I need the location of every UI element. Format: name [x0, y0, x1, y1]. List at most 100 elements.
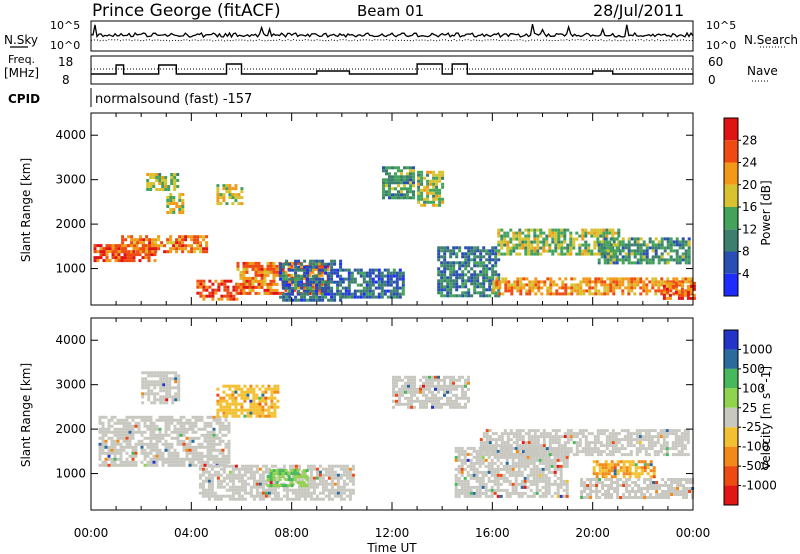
- power-cell: [449, 261, 453, 265]
- velocity-cell: [512, 435, 516, 439]
- power-cell: [394, 175, 397, 179]
- velocity-cell: [110, 445, 114, 449]
- power-cell: [371, 292, 375, 296]
- velocity-cell: [557, 447, 561, 451]
- velocity-cell: [264, 408, 268, 412]
- power-cell: [692, 287, 696, 291]
- power-cell: [603, 283, 607, 287]
- velocity-cell: [559, 464, 563, 468]
- velocity-cell: [472, 455, 476, 459]
- velocity-cell: [628, 490, 632, 493]
- velocity-cell: [209, 445, 213, 449]
- velocity-cell: [635, 435, 639, 439]
- velocity-cell: [342, 482, 346, 486]
- velocity-cell: [237, 387, 241, 391]
- velocity-cell: [535, 467, 539, 471]
- power-cell: [202, 297, 206, 301]
- power-cell: [245, 270, 249, 274]
- power-cell: [151, 244, 155, 248]
- power-cell: [443, 255, 447, 259]
- power-cell: [590, 228, 594, 232]
- power-cell: [394, 178, 397, 182]
- velocity-cell: [487, 470, 491, 474]
- velocity-cell: [464, 378, 467, 382]
- power-cell: [383, 280, 387, 284]
- power-cell: [279, 268, 283, 272]
- velocity-cell: [287, 484, 291, 488]
- velocity-cell: [437, 381, 440, 385]
- velocity-cell: [252, 399, 256, 403]
- velocity-cell: [134, 424, 138, 428]
- velocity-cell: [221, 460, 225, 464]
- velocity-cell: [457, 482, 461, 486]
- velocity-cell: [455, 399, 458, 403]
- velocity-cell: [146, 436, 150, 440]
- velocity-cell: [273, 390, 277, 394]
- power-cell: [495, 283, 499, 287]
- velocity-cell: [538, 461, 542, 465]
- velocity-cell: [608, 450, 612, 454]
- velocity-cell: [617, 432, 621, 436]
- power-cell: [615, 286, 619, 290]
- velocity-cell: [475, 473, 479, 477]
- velocity-cell: [264, 399, 268, 403]
- velocity-cell: [104, 415, 108, 419]
- power-cell: [606, 252, 610, 256]
- velocity-cell: [161, 436, 165, 440]
- velocity-cell: [496, 470, 500, 474]
- velocity-cell: [336, 494, 340, 498]
- power-cell: [488, 261, 492, 265]
- velocity-cell: [309, 491, 313, 495]
- velocity-cell: [440, 387, 443, 391]
- power-cell: [566, 228, 570, 232]
- power-cell: [169, 211, 173, 214]
- velocity-cell: [652, 484, 656, 487]
- velocity-cell: [110, 460, 114, 464]
- power-cell: [521, 246, 525, 250]
- velocity-cell: [171, 401, 175, 405]
- velocity-cell: [302, 475, 306, 479]
- velocity-cell: [149, 427, 153, 431]
- power-cell: [678, 255, 682, 259]
- power-cell: [321, 259, 325, 263]
- power-cell: [446, 285, 450, 289]
- velocity-cell: [185, 448, 189, 452]
- velocity-cell: [252, 390, 256, 394]
- velocity-cell: [592, 478, 596, 481]
- power-cell: [503, 240, 507, 244]
- power-cell: [512, 231, 516, 235]
- power-cell: [687, 258, 691, 262]
- power-cell: [263, 267, 267, 271]
- power-cell: [234, 193, 238, 197]
- velocity-cell: [234, 491, 238, 495]
- velocity-cell: [249, 467, 253, 471]
- velocity-cell: [227, 445, 231, 449]
- power-cell: [461, 285, 465, 289]
- power-cell: [449, 267, 453, 271]
- velocity-cell: [206, 451, 210, 455]
- velocity-cell: [119, 418, 123, 422]
- velocity-cell: [150, 374, 154, 378]
- velocity-cell: [290, 478, 294, 482]
- power-cell: [254, 276, 258, 280]
- velocity-cell: [204, 470, 208, 474]
- velocity-cell: [544, 485, 548, 489]
- power-cell: [602, 228, 606, 232]
- power-cell: [151, 250, 155, 254]
- velocity-cell: [200, 442, 204, 446]
- velocity-cell: [221, 427, 225, 431]
- power-cell: [528, 280, 532, 284]
- velocity-cell: [463, 485, 467, 489]
- velocity-cell: [686, 453, 690, 457]
- velocity-cell: [219, 399, 223, 403]
- power-cell: [248, 276, 252, 280]
- velocity-cell: [608, 435, 612, 439]
- power-cell: [423, 203, 427, 207]
- power-cell: [612, 249, 616, 253]
- velocity-cell: [101, 445, 105, 449]
- velocity-cell: [557, 450, 561, 454]
- power-cell: [190, 244, 194, 248]
- velocity-cell: [215, 448, 219, 452]
- cpid-value: normalsound (fast) -157: [95, 92, 252, 107]
- velocity-cell: [273, 387, 277, 391]
